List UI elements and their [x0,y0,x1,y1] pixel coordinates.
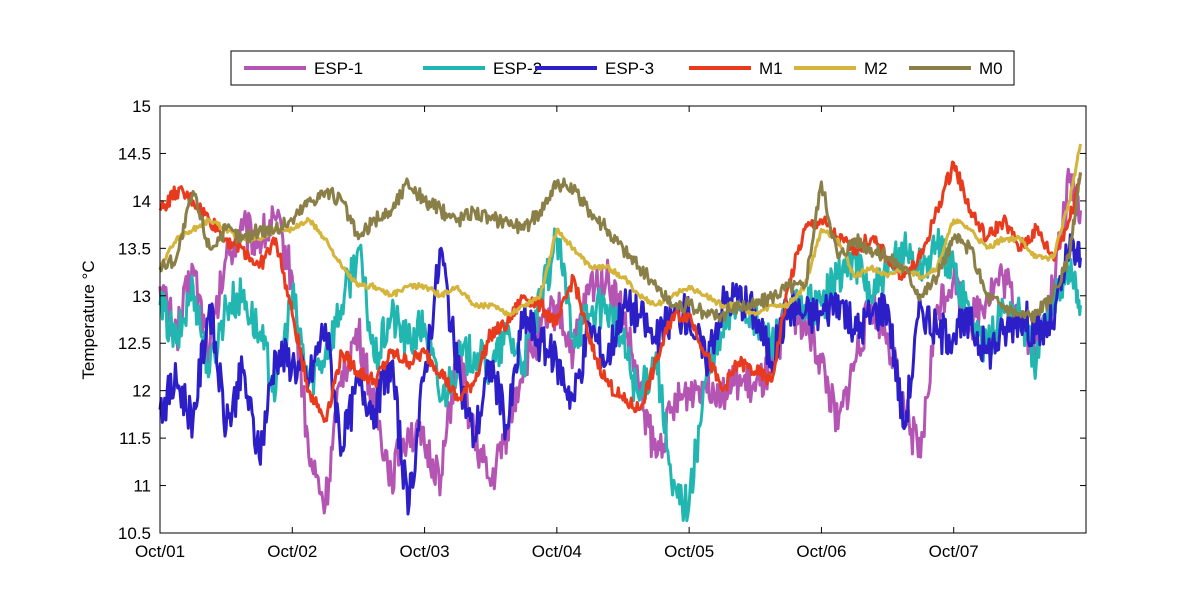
legend-label-esp-1: ESP-1 [314,59,363,78]
series-line-m0 [158,172,1082,324]
legend-box [230,50,1015,86]
x-tick-label: Oct/04 [532,542,582,561]
y-tick-label: 11 [133,477,151,496]
series-line-m1 [158,160,1082,423]
y-tick-label: 10.5 [118,524,151,543]
legend-label-esp-3: ESP-3 [605,59,654,78]
x-tick-label: Oct/02 [267,542,317,561]
series-line-esp-2 [158,227,1082,523]
y-tick-label: 15 [132,97,151,116]
series-line-esp-3 [158,233,1082,516]
y-tick-label: 11.5 [119,429,151,448]
x-tick-label: Oct/01 [135,542,185,561]
legend-label-m0: M0 [979,59,1003,78]
x-tick-label: Oct/06 [796,542,846,561]
legend-label-esp-2: ESP-2 [493,59,542,78]
y-tick-label: 12.5 [118,334,151,353]
legend: ESP-1 ESP-2 ESP-3 M1 M2 M0 [230,50,1015,86]
y-tick-label: 14 [132,192,151,211]
x-tick-label: Oct/07 [929,542,979,561]
x-tick-label: Oct/03 [400,542,450,561]
y-tick-label: 13 [132,287,151,306]
y-tick-label: 12 [132,382,151,401]
series-layer [158,143,1082,523]
x-tick-label: Oct/05 [664,542,714,561]
y-tick-label: 13.5 [118,239,151,258]
x-axis: Oct/01 Oct/02 Oct/03 Oct/04 Oct/05 Oct/06 Oct/… [135,106,979,561]
series-line-m2 [158,143,1082,317]
y-axis-label: Temperature °C [79,260,98,379]
legend-label-m2: M2 [864,59,888,78]
legend-label-m1: M1 [759,59,783,78]
axes-box [159,105,1087,534]
y-tick-label: 14.5 [118,144,151,163]
y-axis: 10.5 11 11.5 12 12.5 13 13.5 14 14.5 15 [118,97,1086,543]
